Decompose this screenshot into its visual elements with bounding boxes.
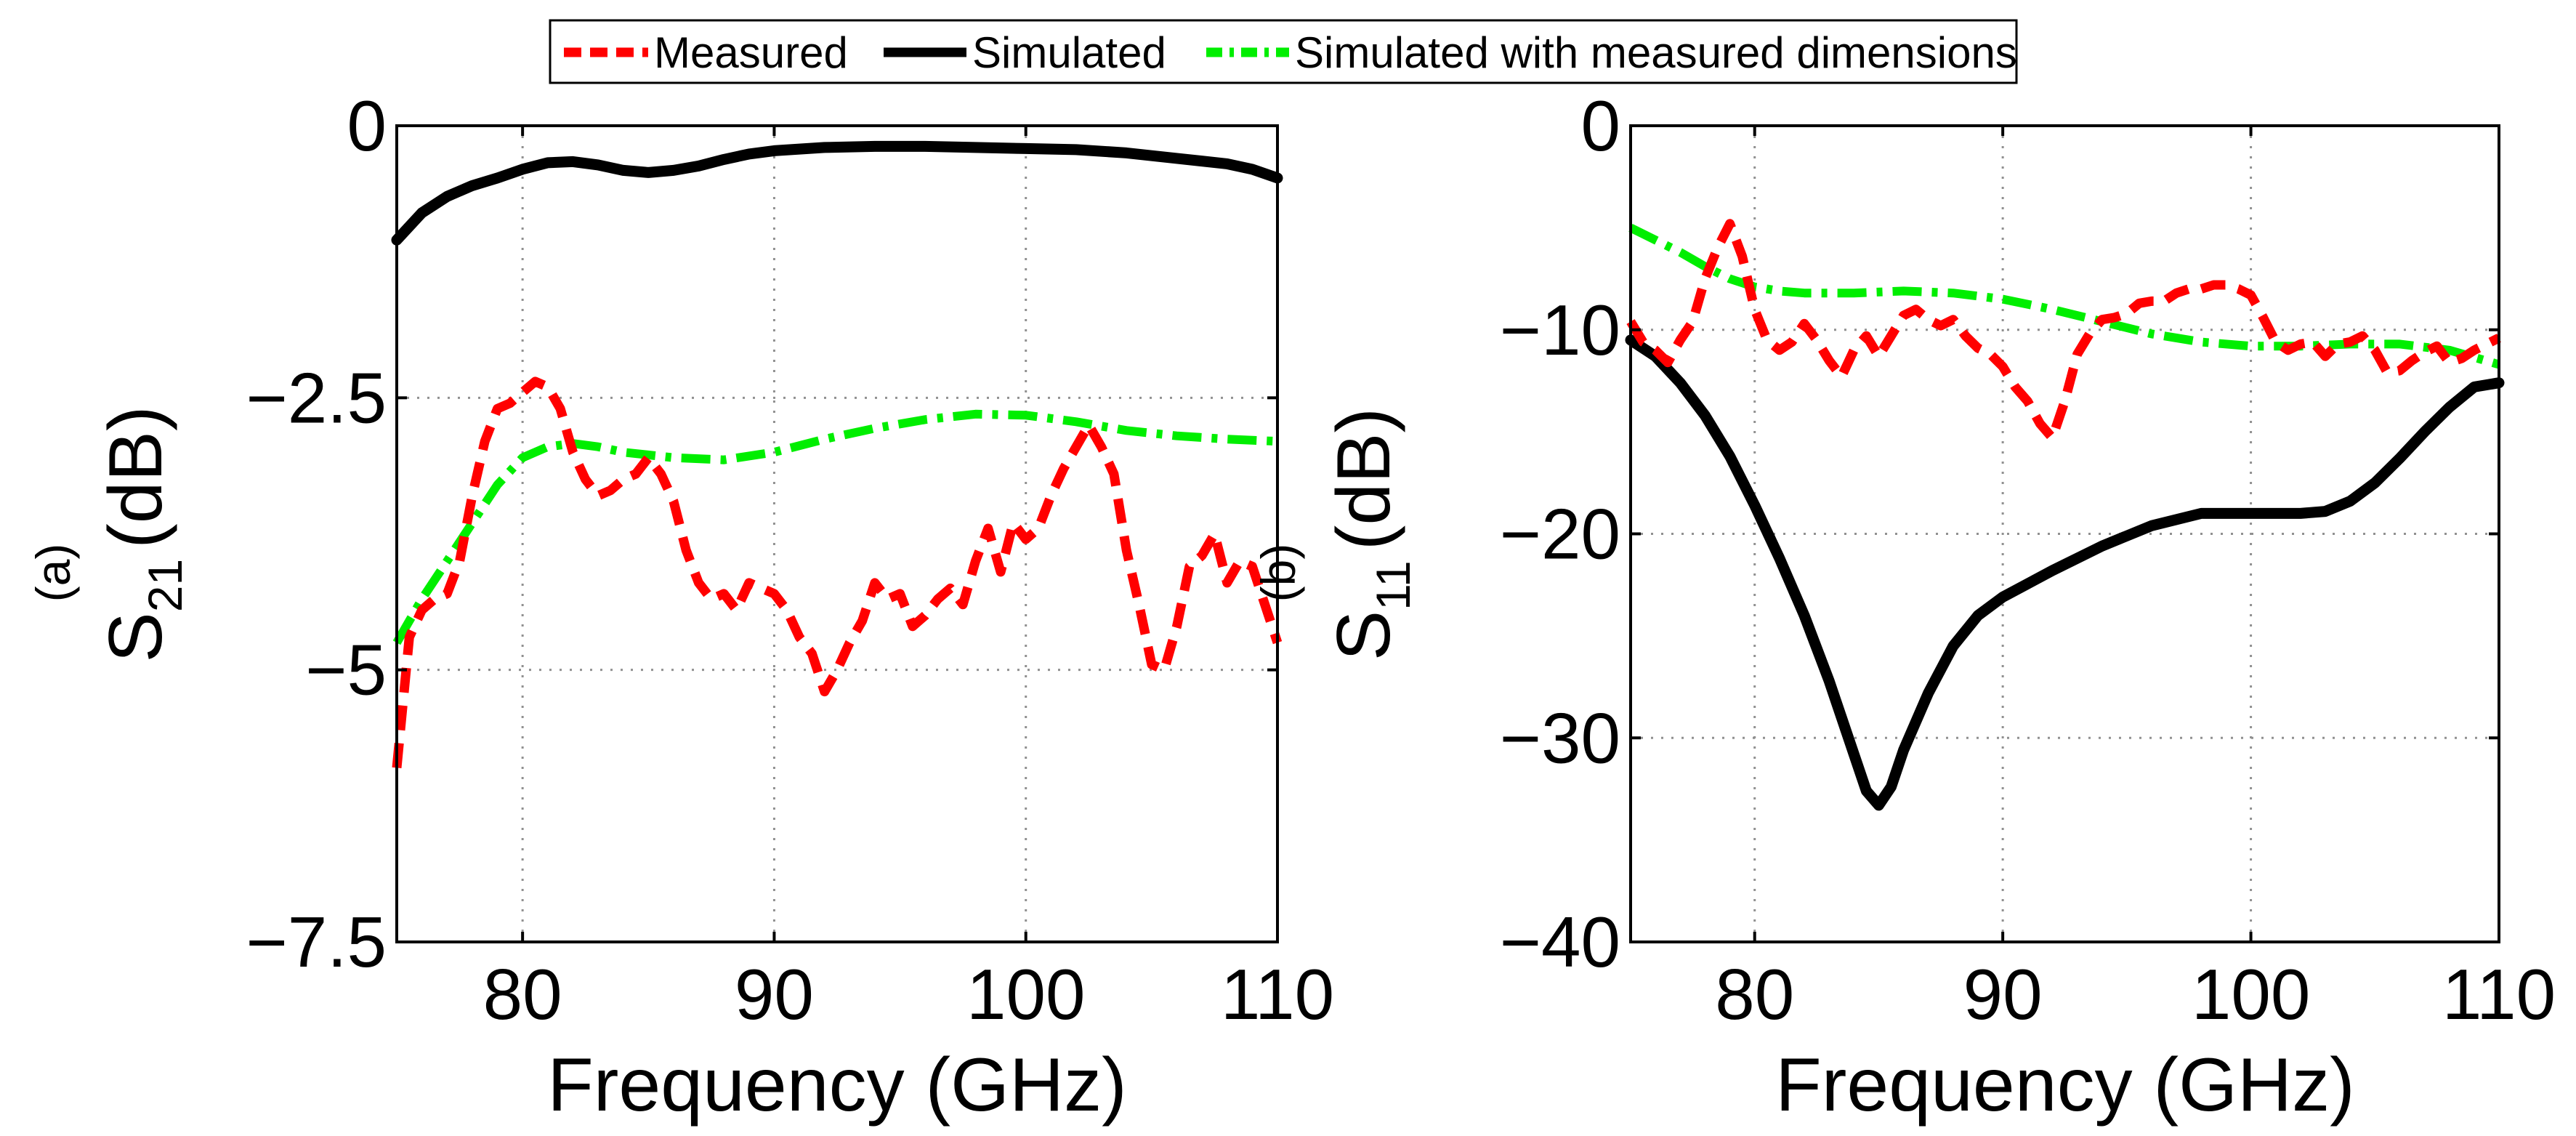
- panel-a-label: (a): [26, 544, 80, 603]
- panel-b-grid: [1631, 126, 2499, 942]
- panel-a-ticks: 80 90 100 110 0 −2.5 −5 −7.5: [246, 86, 1335, 1034]
- panel-b-ylabel-unit: (dB): [1322, 408, 1406, 550]
- panel-a-ytick-label: −2.5: [246, 358, 387, 438]
- panel-a-ylabel-main: S: [94, 612, 178, 662]
- panel-a-xtick-label: 80: [483, 954, 562, 1034]
- panel-b-ylabel: S11 (dB): [1322, 408, 1420, 661]
- panel-b-ylabel-sub: 11: [1366, 560, 1420, 611]
- panel-b-label: (b): [1251, 544, 1305, 603]
- panel-b-xtick-label: 90: [1963, 954, 2043, 1034]
- panel-b-series-simulated: [1625, 334, 2505, 811]
- legend-label-simulated-measured-dims: Simulated with measured dimensions: [1295, 28, 2017, 77]
- panel-b-plot: [1625, 219, 2505, 811]
- panel-a-ylabel: S21 (dB): [94, 406, 192, 662]
- panel-a-background: [397, 126, 1277, 942]
- panel-b-series-measured: [1626, 219, 2501, 443]
- panel-b-xtick-label: 80: [1715, 954, 1794, 1034]
- panel-a: 80 90 100 110 0 −2.5 −5 −7.5 Frequency (GHz) S2…: [26, 86, 1334, 1127]
- panel-a-xtick-label: 110: [1221, 954, 1334, 1034]
- panel-b-background: [1631, 126, 2499, 942]
- panel-a-xtick-label: 90: [735, 954, 814, 1034]
- panel-b-ticks: 80 90 100 110 0 −10 −20 −30 −40: [1500, 86, 2556, 1034]
- panel-a-frame: [395, 124, 1279, 943]
- panel-b-ylabel-main: S: [1322, 611, 1406, 661]
- panel-b-series-simulated-with-measured-dimensions: [1628, 224, 2500, 369]
- panel-b-ytick-label: −10: [1500, 290, 1620, 370]
- panel-b-ytick-label: −40: [1500, 902, 1620, 982]
- panel-a-ylabel-sub: 21: [138, 559, 192, 612]
- legend: Measured Simulated Simulated with measur…: [549, 19, 2018, 84]
- panel-a-series-simulated-with-measured-dimensions: [392, 409, 1278, 645]
- panel-a-xlabel: Frequency (GHz): [547, 1043, 1127, 1127]
- panel-b-ytick-label: 0: [1580, 86, 1620, 166]
- legend-label-measured: Measured: [654, 28, 848, 77]
- panel-a-ytick-label: −5: [305, 630, 387, 710]
- panel-b-ytick-label: −30: [1500, 698, 1620, 778]
- panel-b-ytick-label: −20: [1500, 494, 1620, 574]
- panel-a-series-measured: [392, 376, 1283, 769]
- panel-b-xlabel: Frequency (GHz): [1775, 1043, 2355, 1127]
- legend-label-simulated: Simulated: [972, 28, 1166, 77]
- panel-a-xtick-label: 100: [966, 954, 1086, 1034]
- panel-b-xtick-label: 100: [2192, 954, 2311, 1034]
- panel-a-ytick-label: −7.5: [246, 902, 387, 982]
- panel-a-series-simulated: [391, 140, 1283, 246]
- panel-a-ytick-label: 0: [347, 86, 387, 166]
- panel-a-ylabel-unit: (dB): [94, 406, 178, 548]
- panel-a-plot: [391, 140, 1283, 769]
- panel-b-xtick-label: 110: [2442, 954, 2556, 1034]
